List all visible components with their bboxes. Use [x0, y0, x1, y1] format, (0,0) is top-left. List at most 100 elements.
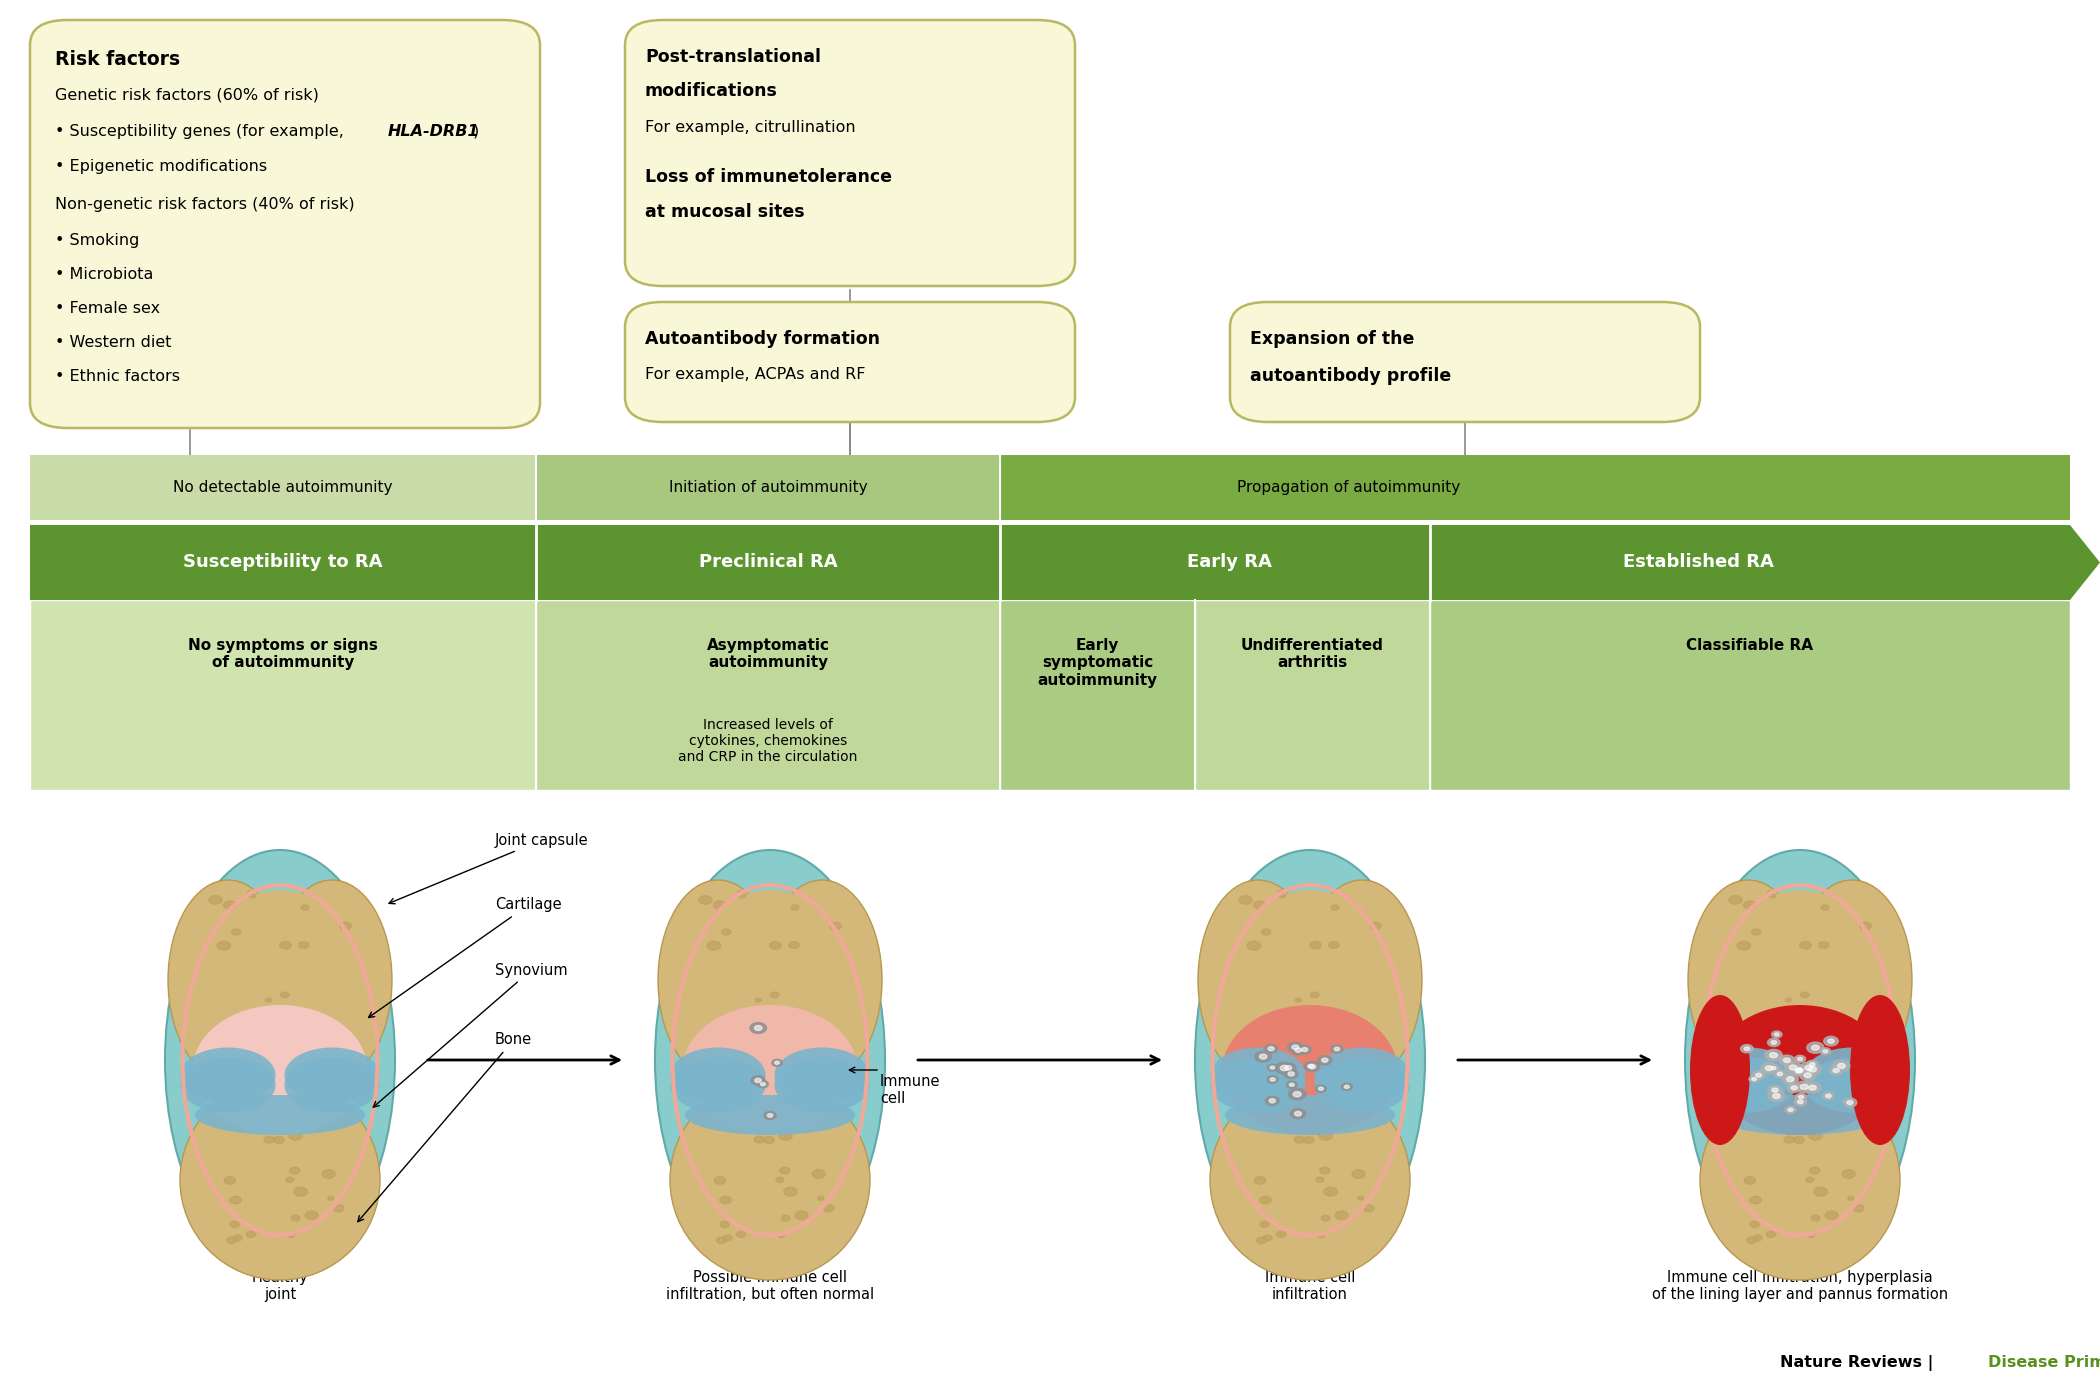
Bar: [1195, 599, 1430, 790]
Text: Asymptomatic
autoimmunity: Asymptomatic autoimmunity: [706, 638, 830, 670]
Circle shape: [1783, 1058, 1791, 1062]
Circle shape: [246, 1232, 256, 1237]
Ellipse shape: [1315, 1048, 1409, 1102]
Circle shape: [1292, 1045, 1298, 1050]
Bar: [1430, 599, 2071, 790]
Circle shape: [1787, 1077, 1793, 1081]
Circle shape: [779, 1131, 792, 1141]
Ellipse shape: [1791, 880, 1911, 1080]
Circle shape: [216, 940, 231, 950]
Circle shape: [1264, 1044, 1277, 1054]
Circle shape: [1254, 1177, 1266, 1184]
Circle shape: [1800, 1062, 1819, 1074]
Circle shape: [756, 998, 762, 1003]
Circle shape: [720, 1221, 729, 1228]
Text: HLA-DRB1: HLA-DRB1: [388, 124, 479, 139]
Circle shape: [1770, 1066, 1777, 1070]
Circle shape: [1785, 1062, 1802, 1073]
Circle shape: [1298, 1045, 1310, 1054]
Circle shape: [1768, 894, 1777, 898]
Circle shape: [1751, 1077, 1756, 1080]
Text: Initiation of autoimmunity: Initiation of autoimmunity: [668, 481, 867, 494]
Circle shape: [334, 1204, 344, 1213]
Circle shape: [1254, 900, 1266, 909]
Circle shape: [1756, 1026, 1762, 1030]
Text: Bone: Bone: [357, 1033, 531, 1222]
Circle shape: [1844, 1098, 1856, 1108]
Circle shape: [1268, 1047, 1275, 1051]
Circle shape: [796, 1211, 808, 1219]
Ellipse shape: [1224, 1095, 1394, 1135]
Circle shape: [1304, 1062, 1317, 1070]
Circle shape: [1823, 1092, 1835, 1099]
Circle shape: [300, 905, 309, 910]
Circle shape: [817, 1196, 823, 1200]
Circle shape: [1266, 1065, 1277, 1070]
Circle shape: [775, 1177, 783, 1182]
Text: • Smoking: • Smoking: [55, 233, 139, 249]
Circle shape: [1277, 1011, 1283, 1015]
Text: • Microbiota: • Microbiota: [55, 267, 153, 282]
Circle shape: [231, 1221, 239, 1228]
Bar: [536, 599, 1000, 790]
Text: Risk factors: Risk factors: [55, 50, 181, 69]
Text: • Susceptibility genes (for example,: • Susceptibility genes (for example,: [55, 124, 349, 139]
Circle shape: [754, 1026, 762, 1030]
Circle shape: [1804, 1073, 1810, 1077]
Ellipse shape: [1315, 1058, 1409, 1113]
Circle shape: [1848, 1101, 1852, 1105]
Circle shape: [1800, 942, 1810, 949]
Text: For example, ACPAs and RF: For example, ACPAs and RF: [645, 367, 865, 383]
Circle shape: [1317, 1177, 1323, 1182]
Circle shape: [737, 891, 743, 895]
Text: • Western diet: • Western diet: [55, 336, 172, 349]
Circle shape: [1344, 1085, 1348, 1088]
Circle shape: [1256, 1051, 1270, 1062]
Circle shape: [1798, 1068, 1802, 1072]
Circle shape: [1751, 929, 1760, 935]
Circle shape: [775, 1061, 779, 1065]
Circle shape: [1798, 1095, 1804, 1099]
Text: Immune cell infiltration, hyperplasia
of the lining layer and pannus formation: Immune cell infiltration, hyperplasia of…: [1653, 1271, 1949, 1302]
Text: Cartilage: Cartilage: [368, 898, 561, 1018]
Circle shape: [1281, 1063, 1296, 1073]
Circle shape: [248, 891, 254, 895]
Circle shape: [699, 896, 712, 905]
Ellipse shape: [775, 1058, 869, 1113]
Circle shape: [1850, 1030, 1856, 1034]
Text: Immune
cell: Immune cell: [880, 1074, 941, 1106]
Circle shape: [722, 1235, 733, 1240]
Ellipse shape: [1730, 889, 1869, 1021]
Circle shape: [1294, 1112, 1302, 1116]
Circle shape: [250, 894, 256, 898]
Circle shape: [233, 1235, 242, 1240]
Circle shape: [1754, 1235, 1762, 1240]
Circle shape: [321, 1170, 336, 1178]
Circle shape: [1743, 900, 1756, 909]
Circle shape: [823, 1204, 834, 1213]
Circle shape: [265, 998, 271, 1003]
Circle shape: [1861, 923, 1871, 929]
Circle shape: [720, 1196, 731, 1204]
FancyBboxPatch shape: [626, 302, 1075, 423]
Circle shape: [1766, 1232, 1777, 1237]
Circle shape: [229, 1196, 242, 1204]
Circle shape: [292, 1215, 300, 1221]
Circle shape: [1791, 1085, 1798, 1090]
Bar: [1000, 454, 2071, 521]
Text: Possible immune cell
infiltration, but often normal: Possible immune cell infiltration, but o…: [666, 1271, 874, 1302]
Circle shape: [1749, 1076, 1760, 1083]
Circle shape: [1321, 1058, 1327, 1062]
Circle shape: [773, 1059, 781, 1066]
Ellipse shape: [657, 880, 777, 1080]
Circle shape: [235, 1026, 242, 1030]
Circle shape: [1308, 1065, 1312, 1068]
Ellipse shape: [682, 1005, 857, 1135]
Circle shape: [1266, 1026, 1273, 1030]
Circle shape: [1823, 1050, 1827, 1052]
Circle shape: [1766, 1011, 1772, 1015]
Circle shape: [1804, 1063, 1821, 1076]
Circle shape: [716, 1237, 727, 1243]
FancyBboxPatch shape: [1231, 302, 1701, 423]
Circle shape: [1829, 1045, 1842, 1052]
